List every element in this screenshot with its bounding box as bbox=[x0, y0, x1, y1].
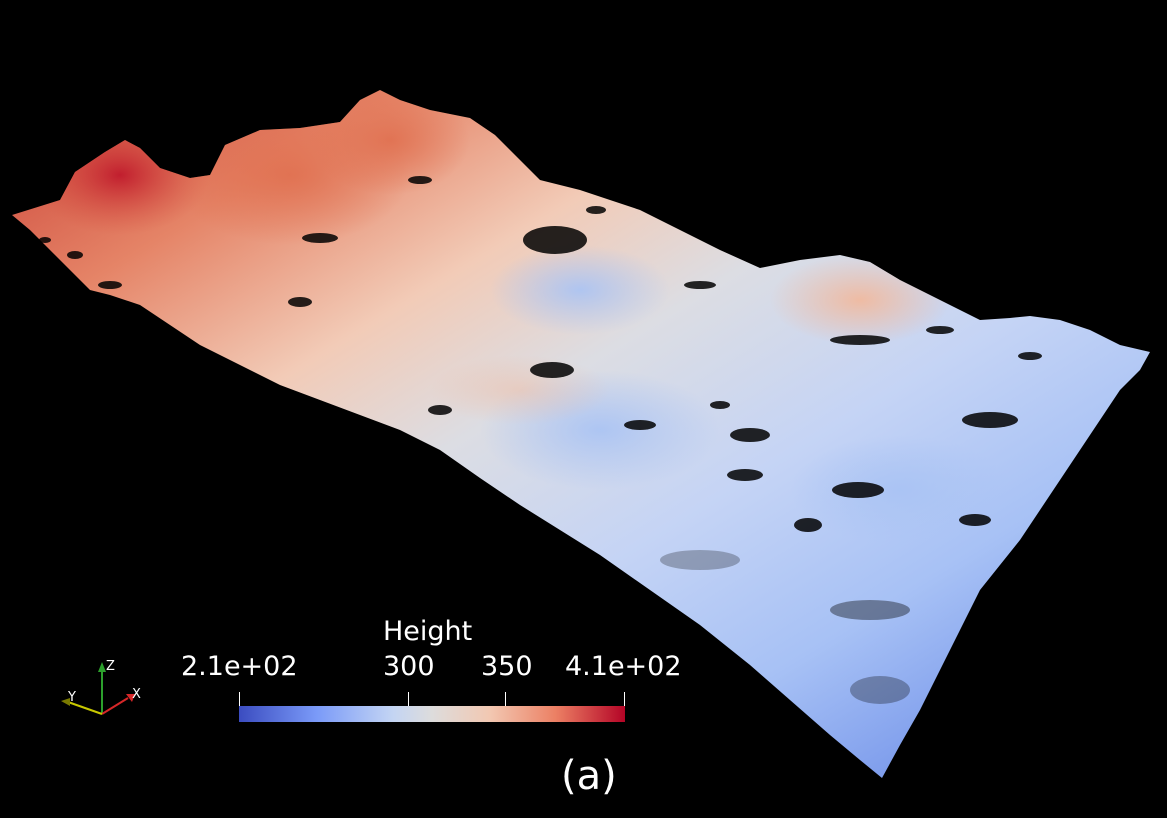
colorbar-tick-label: 300 bbox=[383, 651, 435, 682]
colorbar-tick-label: 2.1e+02 bbox=[181, 651, 298, 682]
colorbar-title: Height bbox=[383, 616, 473, 647]
z-axis-arrow bbox=[98, 662, 106, 672]
terrain-shadow-marks bbox=[39, 176, 1042, 704]
z-axis-label: Z bbox=[106, 659, 115, 674]
x-axis-line bbox=[101, 697, 129, 715]
x-axis-arrow bbox=[126, 694, 135, 702]
colorbar-tick-mark bbox=[624, 692, 625, 714]
colorbar bbox=[239, 706, 625, 722]
colorbar-tick-label: 4.1e+02 bbox=[565, 651, 682, 682]
colorbar-tick-mark bbox=[505, 692, 506, 714]
colorbar-tick-label: 350 bbox=[481, 651, 533, 682]
orientation-axes-widget: Z X Y bbox=[61, 659, 141, 715]
y-axis-label: Y bbox=[67, 690, 76, 705]
y-axis-line bbox=[67, 701, 103, 715]
colorbar-tick-mark bbox=[239, 692, 240, 714]
colorbar-tick-mark bbox=[408, 692, 409, 714]
figure-label: (a) bbox=[561, 753, 617, 799]
x-axis-label: X bbox=[132, 687, 141, 702]
y-axis-arrow bbox=[61, 698, 70, 706]
